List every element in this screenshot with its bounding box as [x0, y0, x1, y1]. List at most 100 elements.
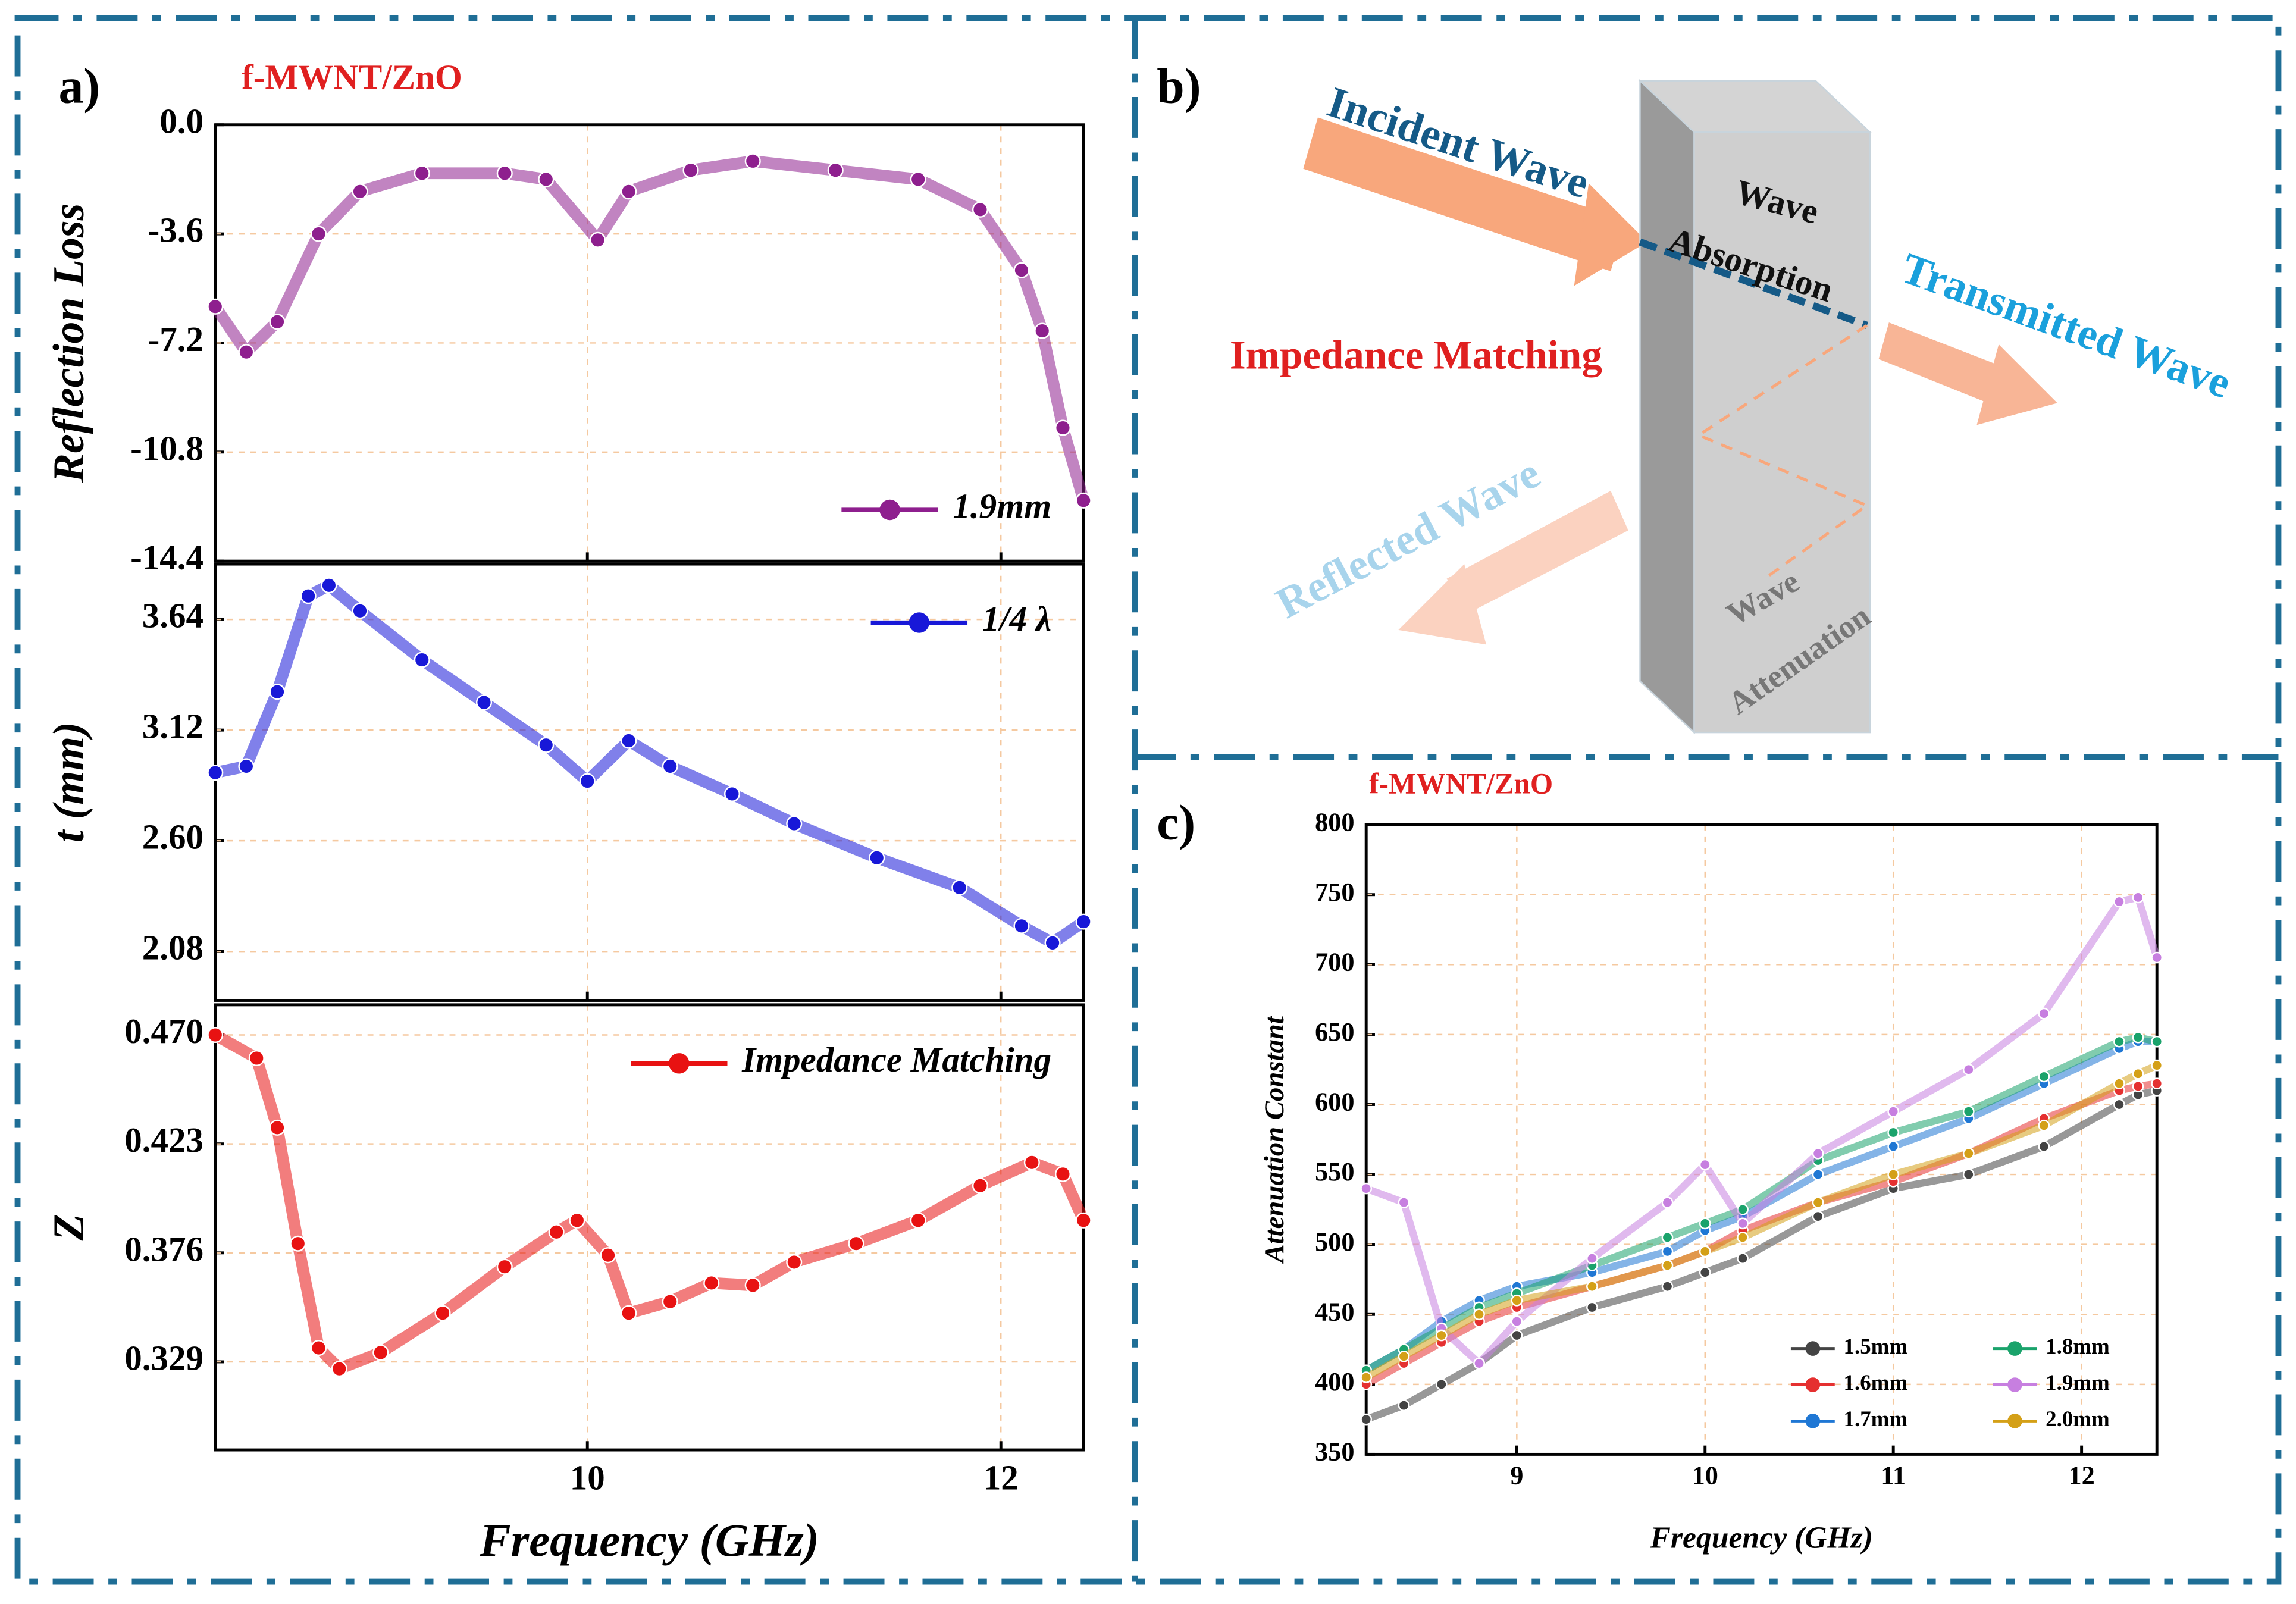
data-point — [1360, 1182, 1373, 1195]
data-point — [621, 1305, 637, 1321]
y-tick-label: 500 — [1315, 1227, 1354, 1257]
data-point — [1699, 1217, 1711, 1230]
series-line — [1365, 894, 2161, 1367]
data-point — [1044, 935, 1061, 951]
data-point — [1511, 1315, 1523, 1327]
data-point — [590, 231, 606, 248]
data-point — [869, 850, 885, 866]
y-tick-label: 800 — [1315, 807, 1354, 837]
borders — [14, 15, 2282, 1585]
data-point — [786, 816, 803, 832]
series-line — [212, 1029, 1089, 1375]
legend-swatch — [909, 612, 930, 633]
data-point — [1812, 1196, 1824, 1208]
data-point — [2151, 1035, 2163, 1048]
data-point — [1661, 1232, 1674, 1243]
prism-front — [1693, 131, 1871, 734]
data-point — [2151, 1059, 2163, 1072]
data-point — [723, 785, 741, 802]
data-point — [1023, 1154, 1040, 1171]
data-point — [1360, 1371, 1373, 1383]
data-point — [1887, 1168, 1900, 1180]
y-tick-label: -14.4 — [130, 538, 203, 577]
data-point — [1699, 1266, 1711, 1279]
data-point — [310, 225, 327, 242]
x-axis-label: Frequency (GHz) — [479, 1515, 819, 1567]
legend-swatch — [1805, 1377, 1821, 1392]
data-point — [475, 694, 493, 711]
data-point — [1737, 1232, 1749, 1243]
data-point — [1013, 917, 1030, 934]
data-point — [2113, 895, 2125, 908]
series-line — [210, 155, 1089, 502]
data-point — [1435, 1329, 1448, 1342]
data-point — [1586, 1252, 1598, 1265]
data-point — [1887, 1105, 1900, 1118]
data-point — [538, 171, 555, 187]
legend-label: 1.7mm — [1844, 1406, 1908, 1431]
arrowhead — [1976, 344, 2057, 425]
data-point — [1075, 913, 1092, 930]
legend-label: Impedance Matching — [741, 1040, 1051, 1079]
series-line — [1364, 1062, 2159, 1381]
y-tick-label: 0.470 — [124, 1011, 203, 1051]
data-point — [703, 1274, 720, 1292]
data-point — [1435, 1378, 1448, 1390]
data-point — [1054, 419, 1071, 436]
y-tick-label: 550 — [1315, 1157, 1354, 1186]
data-point — [786, 1254, 803, 1270]
data-point — [372, 1344, 389, 1361]
data-point — [248, 1050, 265, 1067]
chart-title: f-MWNT/ZnO — [1369, 767, 1553, 800]
data-point — [269, 1119, 286, 1136]
series-line — [1365, 1086, 2158, 1423]
data-point — [621, 732, 637, 749]
impedance-label: Impedance Matching — [1230, 332, 1602, 377]
x-tick-label: 12 — [2068, 1461, 2094, 1490]
data-point — [1962, 1063, 1975, 1076]
data-point — [1699, 1245, 1711, 1258]
data-point — [331, 1361, 347, 1377]
data-point — [538, 737, 555, 753]
legend-label: 1.9mm — [953, 487, 1051, 526]
data-point — [434, 1305, 451, 1321]
x-tick-label: 10 — [1692, 1461, 1718, 1490]
data-point — [2113, 1098, 2125, 1111]
legend-swatch — [1805, 1341, 1821, 1356]
data-point — [951, 879, 968, 896]
plot-frame — [214, 562, 1085, 1002]
data-point — [2132, 891, 2144, 904]
y-tick-label: 750 — [1315, 878, 1354, 907]
data-point — [2113, 1077, 2125, 1090]
data-point — [1586, 1301, 1598, 1314]
plot-frame — [214, 123, 1085, 563]
data-point — [744, 153, 761, 170]
panel-label: c) — [1157, 795, 1195, 850]
data-point — [496, 1258, 513, 1275]
data-point — [300, 588, 317, 604]
data-point — [1360, 1413, 1373, 1426]
plot: 3.64 3.12 2.60 2.08 1/4 λ t (mm) — [44, 562, 1092, 1002]
data-point — [1661, 1260, 1674, 1271]
legend-swatch — [1805, 1414, 1821, 1428]
plot: 0.0 -3.6 -7.2 -10.8 -14.4 1.9mm Reflection Los… — [44, 57, 1092, 577]
legend-label: 1.6mm — [1844, 1370, 1908, 1395]
data-point — [1661, 1245, 1674, 1258]
data-point — [548, 1224, 565, 1240]
data-point — [2038, 1141, 2050, 1152]
legend-swatch — [669, 1053, 690, 1074]
y-tick-label: -10.8 — [130, 428, 203, 468]
y-axis-label: Reflection Loss — [44, 203, 93, 484]
reflected-arrow — [1446, 491, 1628, 616]
y-tick-label: 2.60 — [142, 817, 203, 857]
y-tick-label: -7.2 — [148, 319, 203, 359]
data-point — [238, 758, 255, 775]
data-point — [1398, 1196, 1410, 1208]
x-tick-label: 9 — [1510, 1461, 1523, 1490]
data-point — [1398, 1399, 1410, 1411]
data-point — [1812, 1147, 1824, 1160]
arrowhead — [1398, 564, 1487, 645]
data-point — [269, 684, 286, 700]
legend-label: 1.9mm — [2046, 1370, 2110, 1395]
data-point — [1699, 1158, 1711, 1171]
